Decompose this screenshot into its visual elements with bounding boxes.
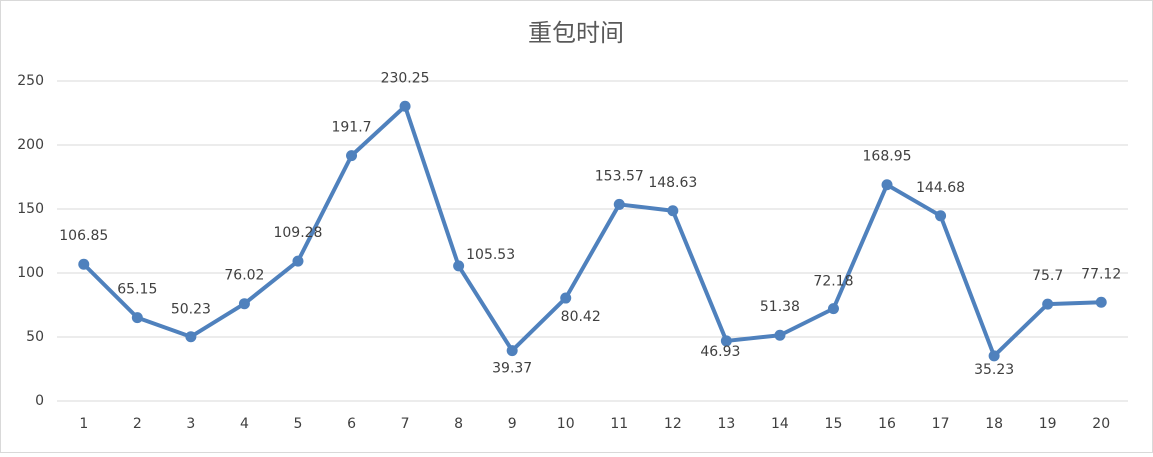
x-tick-label: 5 bbox=[294, 416, 303, 432]
y-tick-label: 150 bbox=[17, 201, 44, 217]
data-label: 148.63 bbox=[648, 175, 697, 191]
data-point bbox=[720, 335, 732, 347]
x-tick-label: 11 bbox=[610, 416, 628, 432]
line bbox=[82, 104, 1102, 358]
data-label: 191.7 bbox=[331, 120, 371, 136]
data-label: 230.25 bbox=[381, 70, 430, 86]
x-tick-label: 2 bbox=[133, 416, 142, 432]
data-point bbox=[292, 255, 304, 267]
y-tick-label: 200 bbox=[17, 137, 44, 153]
data-label: 105.53 bbox=[466, 247, 515, 263]
data-label: 50.23 bbox=[171, 302, 211, 318]
data-point bbox=[399, 100, 411, 112]
x-tick-label: 1 bbox=[79, 416, 88, 432]
data-point bbox=[613, 198, 625, 210]
x-tick-label: 4 bbox=[240, 416, 249, 432]
data-point bbox=[881, 179, 893, 191]
data-point bbox=[560, 292, 572, 304]
data-point bbox=[238, 298, 250, 310]
x-tick-label: 15 bbox=[825, 416, 843, 432]
x-tick-label: 16 bbox=[878, 416, 896, 432]
data-label: 72.18 bbox=[813, 274, 853, 290]
data-point bbox=[346, 150, 358, 162]
data-point bbox=[131, 312, 143, 324]
data-label: 153.57 bbox=[595, 168, 644, 184]
data-point bbox=[506, 345, 518, 357]
data-label: 144.68 bbox=[916, 180, 965, 196]
y-tick-label: 250 bbox=[17, 73, 44, 89]
data-point bbox=[988, 350, 1000, 362]
y-tick-label: 50 bbox=[26, 329, 44, 345]
x-tick-label: 19 bbox=[1039, 416, 1057, 432]
data-label: 51.38 bbox=[760, 299, 800, 315]
x-tick-label: 6 bbox=[347, 416, 356, 432]
x-tick-label: 18 bbox=[985, 416, 1003, 432]
data-point bbox=[1095, 296, 1107, 308]
x-tick-label: 17 bbox=[932, 416, 950, 432]
data-label: 65.15 bbox=[117, 282, 157, 298]
data-label: 109.28 bbox=[273, 225, 322, 241]
data-label: 106.85 bbox=[59, 228, 108, 244]
y-tick-label: 0 bbox=[35, 393, 44, 409]
data-label: 168.95 bbox=[863, 149, 912, 165]
data-label: 35.23 bbox=[974, 362, 1014, 378]
data-point bbox=[935, 210, 947, 222]
x-tick-label: 20 bbox=[1092, 416, 1110, 432]
x-tick-label: 7 bbox=[401, 416, 410, 432]
data-point bbox=[453, 260, 465, 272]
data-label: 80.42 bbox=[561, 309, 601, 325]
data-point bbox=[1042, 298, 1054, 310]
data-label: 76.02 bbox=[224, 268, 264, 284]
x-tick-label: 8 bbox=[454, 416, 463, 432]
data-label: 46.93 bbox=[700, 344, 740, 360]
data-point bbox=[774, 329, 786, 341]
chart-title: 重包时间 bbox=[528, 19, 624, 47]
x-tick-label: 9 bbox=[508, 416, 517, 432]
data-label: 39.37 bbox=[492, 361, 532, 377]
x-tick-label: 13 bbox=[717, 416, 735, 432]
x-tick-label: 12 bbox=[664, 416, 682, 432]
y-tick-label: 100 bbox=[17, 265, 44, 281]
data-point bbox=[827, 303, 839, 315]
data-point bbox=[185, 331, 197, 343]
x-tick-label: 14 bbox=[771, 416, 789, 432]
data-label: 75.7 bbox=[1032, 268, 1063, 284]
data-label: 77.12 bbox=[1081, 266, 1121, 282]
x-tick-label: 10 bbox=[557, 416, 575, 432]
data-point bbox=[667, 205, 679, 217]
x-tick-label: 3 bbox=[186, 416, 195, 432]
data-point bbox=[78, 258, 90, 270]
